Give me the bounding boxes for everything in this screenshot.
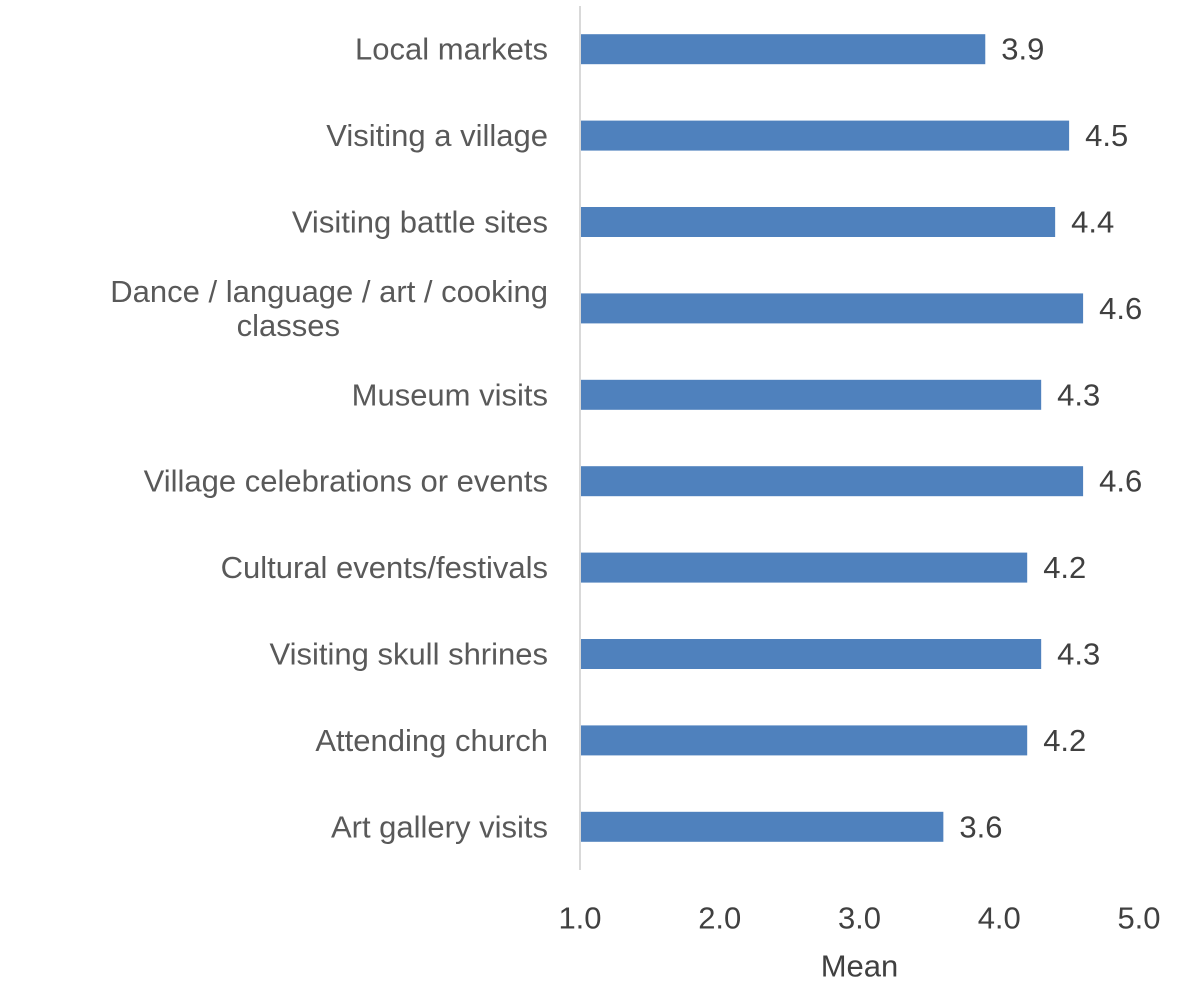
bar xyxy=(581,466,1084,497)
bar-value-label: 4.2 xyxy=(1043,723,1086,758)
category-label: Dance / language / art / cooking classes xyxy=(110,274,548,343)
x-tick-label: 1.0 xyxy=(558,901,601,936)
bar-value-label: 4.4 xyxy=(1071,205,1114,240)
x-tick-label: 4.0 xyxy=(978,901,1021,936)
bar xyxy=(581,552,1028,583)
category-label: Village celebrations or events xyxy=(144,464,548,499)
value-labels-group: 3.9 4.5 4.4 4.6 4.3 4.6 4.2 4.3 4.2 3.6 xyxy=(959,32,1142,845)
bar-value-label: 4.6 xyxy=(1099,291,1142,326)
bar-value-label: 4.6 xyxy=(1099,464,1142,499)
bar-value-label: 4.3 xyxy=(1057,377,1100,412)
bar-value-label: 3.9 xyxy=(1001,32,1044,67)
category-label: Art gallery visits xyxy=(331,809,548,844)
category-labels-group: Local markets Visiting a village Visiting … xyxy=(110,32,548,845)
x-tick-label: 3.0 xyxy=(838,901,881,936)
bar xyxy=(581,293,1084,324)
x-tick-labels-group: 1.0 2.0 3.0 4.0 5.0 xyxy=(558,901,1160,936)
bar xyxy=(581,34,986,65)
category-label: Museum visits xyxy=(352,377,548,412)
category-label: Visiting a village xyxy=(326,118,548,153)
bar-value-label: 3.6 xyxy=(959,809,1002,844)
bar xyxy=(581,725,1028,756)
bar xyxy=(581,120,1070,151)
category-label: Cultural events/festivals xyxy=(221,550,548,585)
category-label-line: Dance / language / art / cooking xyxy=(110,274,548,309)
x-axis-title: Mean xyxy=(821,949,899,982)
category-label-line: classes xyxy=(237,308,340,343)
bar xyxy=(581,379,1042,410)
category-label: Attending church xyxy=(315,723,548,758)
bar xyxy=(581,811,944,842)
bar xyxy=(581,207,1056,237)
bar-value-label: 4.3 xyxy=(1057,637,1100,672)
x-tick-label: 2.0 xyxy=(698,901,741,936)
category-label: Local markets xyxy=(355,32,548,67)
bar-value-label: 4.5 xyxy=(1085,118,1128,153)
bar-value-label: 4.2 xyxy=(1043,550,1086,585)
category-label: Visiting battle sites xyxy=(292,205,548,240)
x-tick-label: 5.0 xyxy=(1117,901,1160,936)
bar xyxy=(581,639,1042,669)
bars-group xyxy=(581,34,1084,842)
category-label: Visiting skull shrines xyxy=(269,637,548,672)
